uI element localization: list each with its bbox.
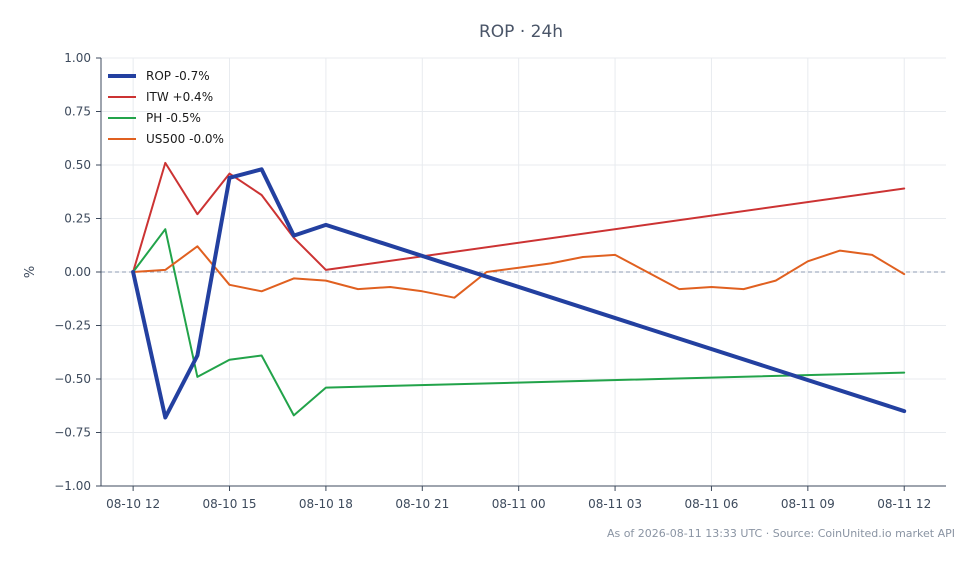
x-tick-label: 08-10 12: [106, 497, 160, 511]
x-ticks: 08-10 12 08-10 15 08-10 18 08-10 21 08-11 00…: [106, 486, 931, 511]
x-tick-label: 08-11 00: [492, 497, 546, 511]
x-tick-label: 08-11 03: [588, 497, 642, 511]
y-tick-label: −1.00: [54, 479, 91, 493]
legend-label: ROP -0.7%: [146, 69, 210, 83]
y-tick-label: −0.50: [54, 372, 91, 386]
x-tick-label: 08-11 12: [877, 497, 931, 511]
legend: ROP -0.7% ITW +0.4% PH -0.5% US500 -0.0%: [108, 69, 224, 146]
series-line-us500: [132, 245, 906, 299]
y-tick-label: 0.50: [64, 158, 91, 172]
chart-title: ROP · 24h: [479, 22, 563, 42]
y-tick-label: 0.75: [64, 105, 91, 119]
series-group: [131, 161, 907, 420]
legend-label: US500 -0.0%: [146, 132, 224, 146]
x-tick-label: 08-11 06: [684, 497, 738, 511]
x-tick-label: 08-10 15: [203, 497, 257, 511]
y-tick-label: 0.25: [64, 212, 91, 226]
series-line-rop: [131, 167, 907, 420]
legend-label: ITW +0.4%: [146, 90, 213, 104]
series-line-itw: [132, 161, 906, 273]
series-line-ph: [132, 228, 906, 417]
y-tick-label: −0.25: [54, 319, 91, 333]
legend-label: PH -0.5%: [146, 111, 201, 125]
y-axis-label: %: [23, 266, 38, 278]
y-ticks: 1.00 0.75 0.50 0.25 0.00 −0.25 −0.50 −0.75 −1.00: [54, 51, 101, 493]
y-tick-label: 1.00: [64, 51, 91, 65]
source-footer: As of 2026-08-11 13:33 UTC · Source: Coi…: [607, 527, 955, 540]
y-tick-label: 0.00: [64, 265, 91, 279]
x-tick-label: 08-11 09: [781, 497, 835, 511]
x-tick-label: 08-10 21: [395, 497, 449, 511]
y-tick-label: −0.75: [54, 426, 91, 440]
x-tick-label: 08-10 18: [299, 497, 353, 511]
